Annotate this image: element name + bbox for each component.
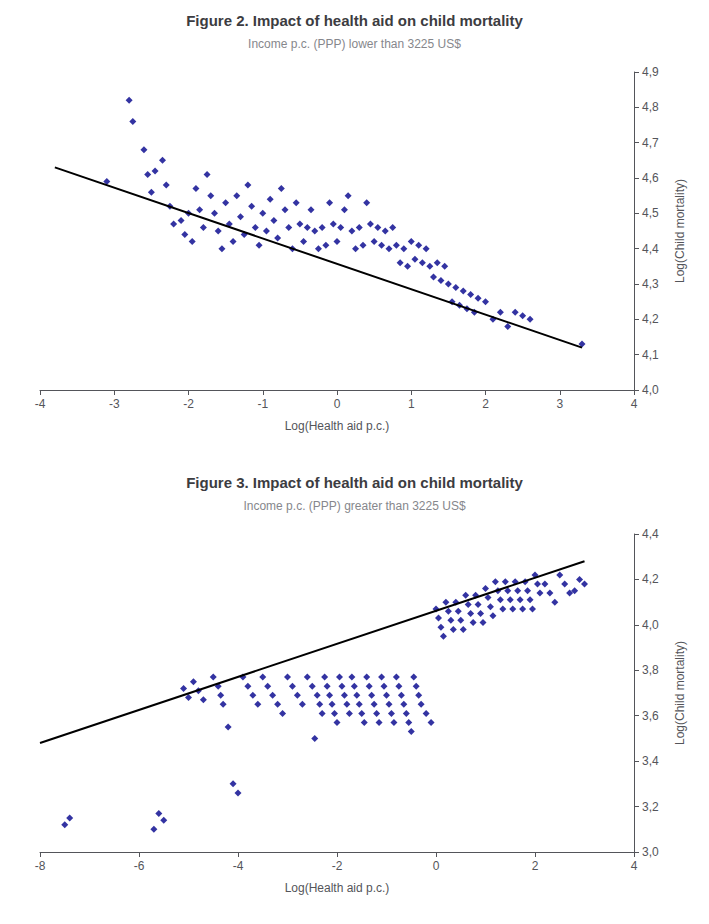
svg-text:3,8: 3,8 <box>642 663 659 677</box>
svg-text:4,3: 4,3 <box>642 277 659 291</box>
svg-text:Figure 3. Impact of health aid: Figure 3. Impact of health aid on child … <box>186 474 523 491</box>
svg-text:1: 1 <box>408 397 415 411</box>
svg-text:2: 2 <box>482 397 489 411</box>
svg-text:-6: -6 <box>134 859 145 873</box>
svg-text:Figure 2. Impact of health aid: Figure 2. Impact of health aid on child … <box>186 12 523 29</box>
svg-text:-8: -8 <box>35 859 46 873</box>
svg-text:4,8: 4,8 <box>642 100 659 114</box>
svg-text:4,0: 4,0 <box>642 383 659 397</box>
svg-text:4: 4 <box>631 397 638 411</box>
svg-text:4,2: 4,2 <box>642 312 659 326</box>
svg-text:-2: -2 <box>183 397 194 411</box>
svg-text:Log(Child mortality): Log(Child mortality) <box>673 179 687 283</box>
svg-text:0: 0 <box>334 397 341 411</box>
svg-text:4,2: 4,2 <box>642 572 659 586</box>
svg-text:3,2: 3,2 <box>642 800 659 814</box>
svg-text:Log(Child mortality): Log(Child mortality) <box>673 641 687 745</box>
svg-text:-4: -4 <box>35 397 46 411</box>
svg-text:4,4: 4,4 <box>642 242 659 256</box>
svg-text:-1: -1 <box>257 397 268 411</box>
svg-text:2: 2 <box>532 859 539 873</box>
svg-text:Log(Health aid p.c.): Log(Health aid p.c.) <box>285 881 390 895</box>
svg-text:4: 4 <box>631 859 638 873</box>
svg-text:4,0: 4,0 <box>642 618 659 632</box>
svg-text:-2: -2 <box>332 859 343 873</box>
svg-text:3,0: 3,0 <box>642 845 659 859</box>
svg-text:4,4: 4,4 <box>642 527 659 541</box>
svg-text:3: 3 <box>556 397 563 411</box>
svg-text:Log(Health aid p.c.): Log(Health aid p.c.) <box>285 419 390 433</box>
svg-text:4,1: 4,1 <box>642 348 659 362</box>
svg-text:Income p.c. (PPP) lower than 3: Income p.c. (PPP) lower than 3225 US$ <box>248 37 461 51</box>
svg-text:-3: -3 <box>109 397 120 411</box>
svg-text:4,5: 4,5 <box>642 206 659 220</box>
svg-text:0: 0 <box>433 859 440 873</box>
svg-text:Income p.c. (PPP) greater than: Income p.c. (PPP) greater than 3225 US$ <box>243 499 465 513</box>
svg-text:4,9: 4,9 <box>642 65 659 79</box>
svg-text:4,7: 4,7 <box>642 136 659 150</box>
svg-text:-4: -4 <box>233 859 244 873</box>
svg-text:3,4: 3,4 <box>642 754 659 768</box>
svg-text:3,6: 3,6 <box>642 709 659 723</box>
svg-text:4,6: 4,6 <box>642 171 659 185</box>
